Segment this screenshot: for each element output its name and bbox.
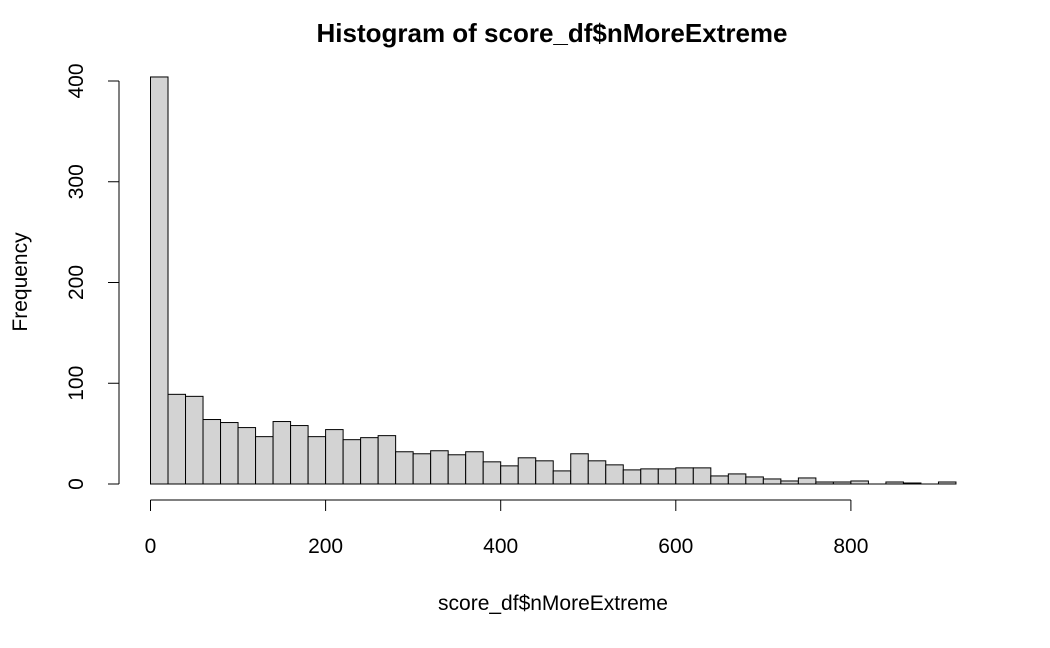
histogram-bar-34 (745, 476, 764, 485)
histogram-bar-24 (570, 453, 589, 485)
histogram-bar-31 (692, 467, 712, 485)
x-tick-label-400: 400 (483, 535, 518, 558)
axes-layer: 0 200 400 600 800 0 100 200 300 400 (65, 63, 868, 558)
histogram-bar-3 (202, 419, 222, 485)
y-tick-label-0: 0 (65, 478, 88, 490)
histogram-bar-10 (325, 429, 344, 485)
x-tick-label-800: 800 (833, 535, 868, 558)
histogram-bar-0 (150, 76, 169, 485)
histogram-bar-6 (255, 436, 274, 485)
histogram-bar-39 (832, 481, 852, 485)
histogram-bar-1 (167, 393, 187, 485)
histogram-bar-42 (885, 481, 904, 485)
histogram-bar-33 (727, 473, 747, 485)
histogram-bar-12 (360, 437, 379, 485)
histogram-bar-20 (500, 465, 519, 485)
histogram-bar-16 (430, 450, 449, 485)
histogram-bar-13 (377, 435, 397, 485)
y-tick-label-400: 400 (65, 63, 88, 98)
histogram-bar-30 (675, 467, 694, 485)
y-tick-label-300: 300 (65, 164, 88, 199)
histogram-bar-4 (220, 422, 239, 485)
histogram-bar-37 (797, 477, 817, 485)
histogram-bar-35 (762, 478, 782, 485)
y-axis-label: Frequency (9, 232, 32, 332)
bars-layer (150, 76, 957, 485)
histogram-bar-22 (535, 460, 554, 485)
histogram-bar-14 (395, 451, 414, 485)
histogram-bar-5 (237, 427, 257, 485)
histogram-bar-29 (657, 468, 677, 485)
histogram-bar-27 (622, 469, 642, 485)
histogram-bar-19 (482, 461, 502, 485)
histogram-bar-15 (412, 453, 432, 485)
histogram-bar-9 (307, 436, 327, 485)
histogram-bar-25 (587, 460, 607, 485)
x-tick-label-0: 0 (145, 535, 157, 558)
x-axis-label: score_df$nMoreExtreme (438, 592, 668, 615)
histogram-bar-38 (815, 481, 834, 485)
x-tick-label-200: 200 (308, 535, 343, 558)
histogram-bar-17 (447, 454, 467, 485)
histogram-bar-23 (552, 470, 572, 485)
histogram-bar-21 (517, 457, 537, 485)
y-tick-label-200: 200 (65, 265, 88, 300)
histogram-bar-7 (272, 421, 292, 485)
histogram-bar-32 (710, 475, 729, 485)
y-tick-label-100: 100 (65, 366, 88, 401)
histogram-bar-11 (342, 439, 362, 485)
histogram-bar-43 (902, 482, 922, 485)
chart-title: Histogram of score_df$nMoreExtreme (316, 18, 787, 48)
histogram-bar-26 (605, 464, 624, 485)
histogram-bar-8 (290, 425, 309, 485)
histogram-bar-45 (937, 481, 957, 485)
histogram-bar-2 (185, 395, 204, 485)
x-tick-label-600: 600 (658, 535, 693, 558)
histogram-bar-18 (465, 451, 484, 485)
histogram-bar-28 (640, 468, 659, 485)
histogram-bar-40 (850, 480, 869, 485)
histogram-bar-36 (780, 480, 799, 485)
